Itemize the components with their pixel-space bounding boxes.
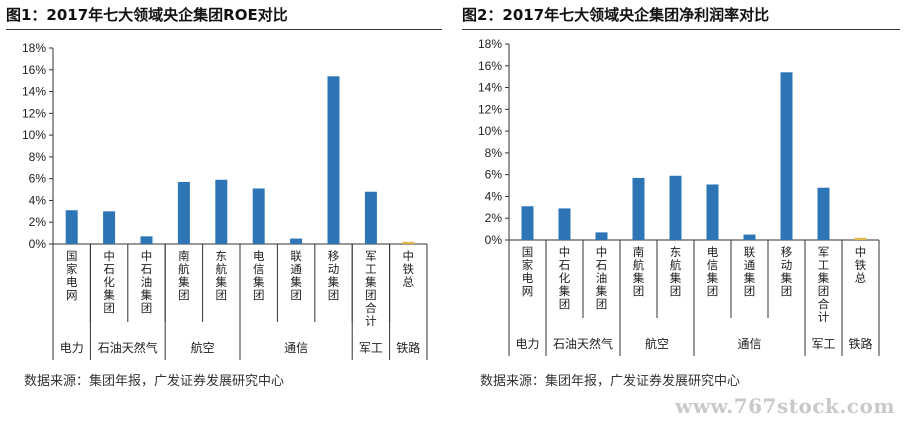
category-label: 移动集团 (328, 249, 340, 302)
category-label: 中石油集团 (596, 245, 608, 311)
bar-联通集团 (743, 234, 756, 240)
group-label: 通信 (284, 341, 308, 355)
group-label: 铁路 (396, 340, 420, 355)
bar-移动集团 (780, 72, 793, 240)
category-label: 电信集团 (707, 245, 719, 298)
category-label: 中石化集团 (559, 245, 571, 311)
group-label: 石油天然气 (98, 340, 158, 355)
y-tick-label: 0% (29, 237, 47, 251)
bar-移动集团 (327, 76, 340, 244)
y-tick-label: 2% (29, 215, 47, 229)
bar-军工集团合计 (364, 191, 377, 244)
category-label: 中石油集团 (141, 249, 153, 315)
category-label: 军工集团合计 (365, 249, 377, 328)
bar-中石油集团 (595, 232, 608, 240)
group-label: 铁路 (848, 336, 872, 351)
chart1-title-rule (6, 29, 442, 30)
bar-南航集团 (177, 181, 190, 244)
group-label: 航空 (645, 336, 669, 351)
chart1-source: 数据来源：集团年报，广发证券发展研究中心 (24, 374, 285, 389)
y-tick-label: 12% (478, 102, 502, 116)
y-tick-label: 18% (22, 41, 46, 55)
y-tick-label: 8% (29, 150, 47, 164)
watermark: www.767stock.com (675, 394, 895, 418)
category-label: 东航集团 (670, 245, 682, 298)
bar-国家电网 (521, 206, 534, 240)
group-label: 石油天然气 (553, 336, 613, 351)
bar-中石化集团 (558, 208, 571, 240)
bar-国家电网 (65, 210, 78, 244)
bar-中铁总 (854, 237, 867, 240)
bar-军工集团合计 (817, 187, 830, 240)
y-tick-label: 6% (485, 168, 503, 182)
chart2-title-rule (462, 29, 900, 30)
category-label: 南航集团 (633, 245, 645, 298)
chart2: 0% 2% 4% 6% 8% 10% 12% 14% 16% 18% 国家电网 中石化集团 中石油集团 南… (478, 37, 880, 356)
bar-中石油集团 (140, 236, 153, 244)
bar-东航集团 (215, 179, 228, 244)
y-tick-label: 0% (485, 233, 503, 247)
category-label: 军工集团合计 (818, 245, 830, 324)
group-label: 电力 (60, 341, 84, 355)
y-tick-label: 6% (29, 172, 47, 186)
group-label: 航空 (191, 340, 215, 355)
bar-中石化集团 (103, 211, 116, 244)
bar-联通集团 (290, 238, 303, 244)
y-tick-label: 16% (22, 63, 46, 77)
group-label: 电力 (515, 337, 539, 351)
bar-中铁总 (402, 241, 415, 244)
y-tick-label: 10% (478, 124, 502, 138)
category-label: 中铁总 (855, 245, 867, 285)
chart2-source: 数据来源：集团年报，广发证券发展研究中心 (480, 374, 741, 389)
bar-南航集团 (632, 177, 645, 240)
y-tick-label: 8% (485, 146, 503, 160)
category-label: 中石化集团 (103, 249, 115, 315)
category-label: 南航集团 (178, 249, 190, 302)
category-label: 国家电网 (66, 249, 78, 302)
y-tick-label: 14% (478, 81, 502, 95)
bar-东航集团 (669, 175, 682, 240)
category-label: 中铁总 (403, 249, 415, 289)
y-tick-label: 16% (478, 59, 502, 73)
y-tick-label: 12% (22, 106, 46, 120)
chart2-title: 图2：2017年七大领域央企集团净利润率对比 (462, 6, 770, 24)
y-tick-label: 10% (22, 128, 46, 142)
y-tick-label: 18% (478, 37, 502, 51)
bar-电信集团 (706, 184, 719, 240)
category-label: 联通集团 (744, 245, 756, 298)
y-tick-label: 4% (29, 193, 47, 207)
category-label: 移动集团 (781, 245, 793, 298)
group-label: 军工 (359, 341, 383, 355)
bar-电信集团 (252, 188, 265, 244)
category-label: 电信集团 (253, 249, 265, 302)
chart1-title: 图1：2017年七大领域央企集团ROE对比 (6, 6, 288, 24)
group-label: 通信 (737, 337, 761, 351)
y-tick-label: 2% (485, 211, 503, 225)
category-label: 联通集团 (290, 249, 302, 302)
y-tick-label: 4% (485, 189, 503, 203)
category-label: 东航集团 (216, 249, 228, 302)
chart1: 0% 2% 4% 6% 8% 10% 12% 14% 16% 18% 国家电网 中石化集团 中石油集团 南… (22, 41, 428, 360)
category-label: 国家电网 (522, 245, 534, 298)
y-tick-label: 14% (22, 85, 46, 99)
group-label: 军工 (811, 337, 835, 351)
